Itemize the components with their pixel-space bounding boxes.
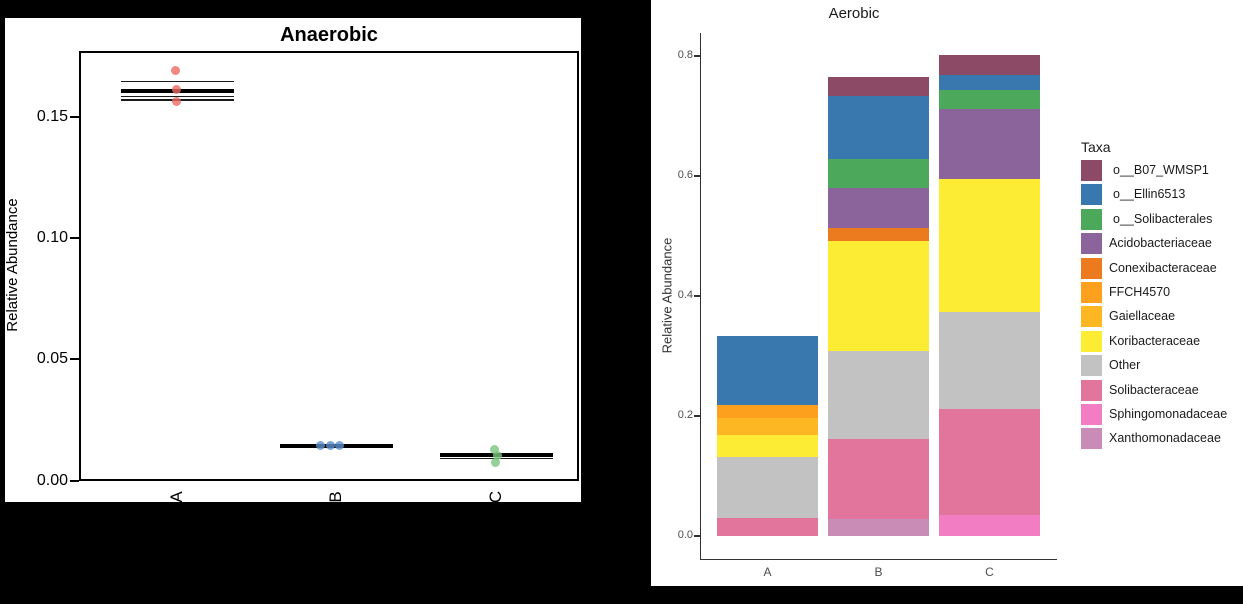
box-whisker-line: [120, 95, 234, 98]
bar-segment-Solibacteraceae: [828, 438, 929, 520]
bar-segment-Other: [828, 350, 929, 439]
bar-segment-o__B07_WMSP1: [939, 54, 1040, 75]
legend-label: Gaiellaceae: [1109, 309, 1176, 324]
bar-segment-Other: [717, 456, 818, 518]
bar-segment-Gaiellaceae: [717, 418, 818, 436]
legend-swatch-o__B07_WMSP1: [1081, 160, 1102, 181]
jitter-point: [171, 66, 180, 76]
x-axis-line: [699, 558, 1057, 560]
y-tick-mark: [70, 479, 79, 482]
y-tick-label: 0.10: [36, 229, 68, 247]
x-category-label: B: [874, 565, 883, 579]
y-tick-mark: [693, 55, 700, 57]
jitter-point: [335, 440, 344, 450]
bar-segment-Koribacteraceae: [717, 435, 818, 457]
legend-swatch-o__Solibacterales: [1081, 208, 1102, 230]
bar-segment-Conexibacteraceae: [828, 227, 929, 241]
x-category-label: B: [326, 491, 345, 503]
legend-label: Other: [1109, 358, 1141, 373]
legend-label: Acidobacteriaceae: [1109, 236, 1212, 251]
legend-swatch-FFCH4570: [1081, 282, 1102, 303]
bar-segment-Koribacteraceae: [939, 179, 1040, 312]
y-tick-mark: [693, 175, 700, 177]
anaerobic-plot-content: 0.00 0.05 0.10 0.15 A B C: [5, 18, 581, 503]
legend-label: Xanthomonadaceae: [1109, 431, 1221, 446]
y-tick-mark: [70, 115, 79, 118]
y-tick-label: 0.8: [677, 49, 693, 61]
x-category-label: C: [985, 565, 994, 579]
y-tick-label: 0.6: [677, 169, 693, 181]
legend-swatch-Solibacteraceae: [1081, 379, 1102, 401]
jitter-point: [490, 458, 500, 467]
y-tick-label: 0.15: [36, 107, 68, 125]
legend-label: o__B07_WMSP1: [1113, 163, 1209, 177]
x-category-label: C: [486, 490, 505, 504]
x-category-label: A: [167, 491, 186, 503]
bar-segment-o__Ellin6513: [939, 74, 1040, 90]
jitter-point: [315, 440, 325, 450]
aerobic-chart-title: Aerobic: [828, 5, 880, 22]
y-tick-label: 0.05: [36, 350, 68, 368]
bar-segment-o__B07_WMSP1: [828, 77, 929, 96]
bar-segment-FFCH4570: [717, 405, 818, 419]
legend-label: Koribacteraceae: [1109, 333, 1201, 348]
y-tick-mark: [70, 358, 79, 361]
legend-title: Taxa: [1081, 139, 1111, 155]
legend-swatch-Koribacteraceae: [1081, 330, 1102, 352]
y-tick-label: 0.0: [677, 529, 693, 541]
legend-swatch-Xanthomonadaceae: [1081, 428, 1102, 450]
jitter-point: [325, 440, 335, 450]
legend-swatch-Gaiellaceae: [1081, 306, 1102, 328]
legend-swatch-Acidobacteriaceae: [1081, 233, 1102, 255]
legend-label: o__Solibacterales: [1113, 211, 1213, 226]
y-tick-mark: [693, 415, 700, 417]
y-tick-mark: [70, 237, 79, 240]
legend-label: FFCH4570: [1109, 285, 1171, 299]
bar-segment-Xanthomonadaceae: [828, 519, 929, 536]
aerobic-chart: Aerobic Relative Abundance 0.0 0.2 0.4 0.6 0…: [651, 0, 1243, 586]
jitter-point: [171, 96, 181, 106]
box-whisker-line: [120, 80, 234, 83]
legend-label: o__Ellin6513: [1113, 187, 1186, 202]
legend-label: Conexibacteraceae: [1109, 260, 1217, 275]
legend-swatch-Conexibacteraceae: [1081, 257, 1102, 279]
y-tick-label: 0.00: [36, 471, 68, 489]
y-tick-label: 0.4: [677, 289, 693, 301]
bar-segment-o__Ellin6513: [717, 336, 818, 406]
y-tick-mark: [693, 535, 700, 537]
anaerobic-chart: Anaerobic Relative Abundance 0.00 0.05 0.1…: [4, 18, 581, 503]
legend-swatch-Other: [1081, 355, 1102, 377]
anaerobic-chart-title: Anaerobic: [280, 24, 378, 46]
jitter-point: [171, 85, 181, 95]
x-category-label: A: [763, 565, 772, 579]
bar-segment-Solibacteraceae: [717, 518, 818, 536]
bar-segment-o__Solibacterales: [828, 159, 929, 188]
jitter-point: [489, 445, 499, 455]
bar-segment-Acidobacteriaceae: [939, 109, 1040, 179]
y-tick-label: 0.2: [677, 409, 693, 421]
taxa-legend: Taxa o__B07_WMSP1 o__Ellin6513 o__Solibact…: [651, 0, 1243, 586]
bar-segment-Acidobacteriaceae: [828, 188, 929, 228]
aerobic-plot-content: 0.0 0.2 0.4 0.6 0.8 A B C: [651, 0, 1243, 586]
y-tick-mark: [693, 295, 700, 297]
bar-segment-o__Solibacterales: [939, 89, 1040, 110]
anaerobic-plot-panel: [79, 51, 579, 481]
legend-swatch-Sphingomonadaceae: [1081, 404, 1102, 425]
bar-segment-o__Ellin6513: [828, 95, 929, 160]
bar-segment-Other: [939, 311, 1040, 409]
jitter-point: [492, 450, 502, 460]
legend-label: Solibacteraceae: [1109, 382, 1199, 397]
bar-segment-Koribacteraceae: [828, 240, 929, 351]
legend-label: Sphingomonadaceae: [1109, 407, 1228, 421]
bar-segment-Solibacteraceae: [939, 408, 1040, 515]
legend-swatch-o__Ellin6513: [1081, 184, 1102, 206]
y-axis-line: [699, 33, 701, 559]
bar-segment-Sphingomonadaceae: [939, 515, 1040, 536]
